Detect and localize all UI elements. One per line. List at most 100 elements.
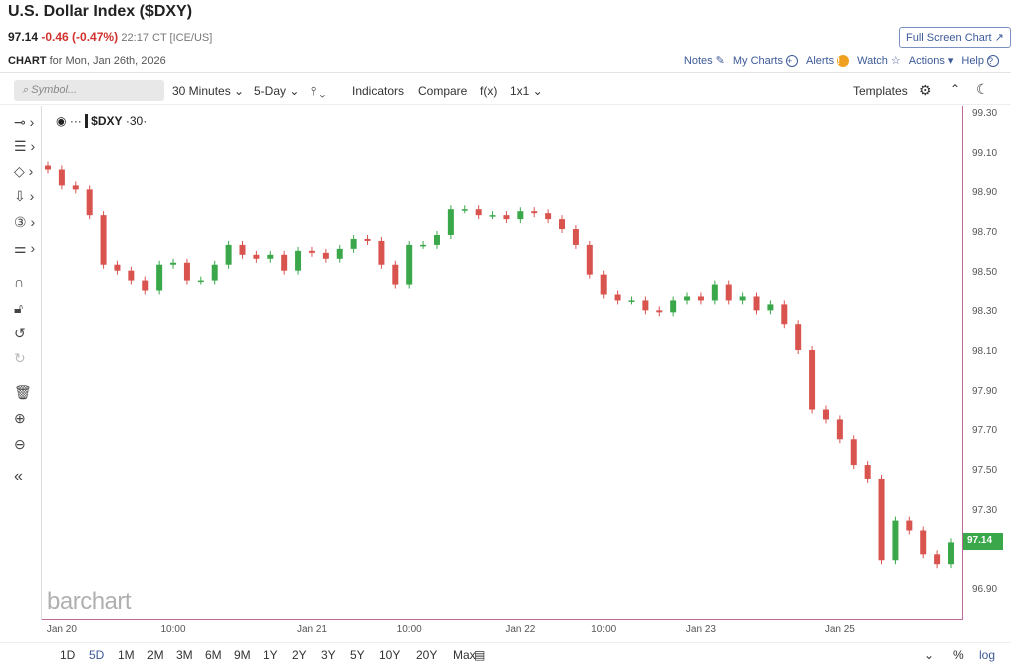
range-button-3y[interactable]: 3Y — [321, 648, 336, 662]
candle-body — [670, 300, 677, 313]
period-select[interactable]: 5-Day ⌄ — [254, 84, 300, 98]
range-button-6m[interactable]: 6M — [205, 648, 222, 662]
moon-icon[interactable]: ☾ — [976, 81, 989, 97]
range-button-1m[interactable]: 1M — [118, 648, 135, 662]
redo-icon[interactable]: ↻ — [14, 350, 26, 366]
log-toggle[interactable]: log — [979, 648, 996, 662]
x-tick-label: Jan 25 — [824, 624, 855, 635]
caret-down-icon: ▾ — [947, 55, 954, 67]
candle — [878, 474, 885, 565]
candle — [461, 205, 468, 214]
candle-body — [267, 254, 274, 259]
candle-body — [920, 530, 927, 555]
y-tick-label: 98.70 — [972, 227, 998, 238]
gear-icon[interactable]: ⚙ — [919, 82, 932, 98]
range-button-3m[interactable]: 3M — [176, 648, 193, 662]
candle — [517, 207, 524, 224]
edit-icon: ✎ — [715, 55, 725, 67]
plus-icon: + — [786, 54, 798, 67]
range-button-max[interactable]: Max — [453, 648, 476, 662]
candle-body — [586, 244, 593, 275]
function-button[interactable]: f(x) — [480, 84, 498, 98]
candle-body — [392, 264, 399, 285]
help-link[interactable]: Help? — [961, 54, 999, 67]
pattern-tool-icon[interactable]: ⚌ › — [14, 240, 36, 256]
lock-icon[interactable]: 🔓︎ — [14, 300, 24, 316]
chart-type-select[interactable]: ⫯ ⌄ — [311, 84, 326, 98]
candle — [447, 205, 454, 239]
range-bar: 1D 5D 1M 2M 3M 6M 9M 1Y 2Y 3Y 5Y 10Y 20Y Max ▤ ⌄ % lo… — [0, 642, 1011, 666]
candle-body — [781, 304, 788, 325]
range-button-9m[interactable]: 9M — [234, 648, 251, 662]
candle — [420, 240, 427, 249]
candle-body — [795, 324, 802, 351]
fibonacci-tool-icon[interactable]: ☰ › — [14, 138, 36, 154]
line-tool-icon[interactable]: ⊸ › — [14, 114, 35, 130]
counter-tool-icon[interactable]: ③ › — [14, 214, 36, 230]
templates-button[interactable]: Templates — [853, 84, 908, 98]
eye-icon[interactable]: ◉ — [56, 114, 67, 128]
notes-link[interactable]: Notes ✎ — [684, 54, 725, 68]
chart-label: CHART — [8, 55, 47, 67]
range-button-1d[interactable]: 1D — [60, 648, 76, 662]
expand-down-icon[interactable]: ⌄ — [924, 648, 935, 662]
y-tick-label: 97.50 — [972, 465, 998, 476]
range-button-2y[interactable]: 2Y — [292, 648, 307, 662]
candle — [364, 234, 371, 245]
candle-body — [170, 262, 177, 265]
range-button-1y[interactable]: 1Y — [263, 648, 278, 662]
zoom-in-icon[interactable]: ⊕ — [14, 410, 26, 426]
my-charts-label: My Charts — [732, 54, 783, 67]
candle — [864, 461, 871, 483]
candle-body — [836, 419, 843, 440]
range-button-5d[interactable]: 5D — [89, 648, 105, 662]
collapse-icon[interactable]: ⌃ — [950, 82, 961, 96]
y-tick-label: 97.70 — [972, 425, 998, 437]
range-button-5y[interactable]: 5Y — [350, 648, 365, 662]
candle — [670, 296, 677, 317]
candle-body — [197, 280, 204, 283]
arrow-tool-icon[interactable]: ⇩ › — [14, 188, 35, 204]
watch-link[interactable]: Watch ☆ — [857, 54, 901, 68]
range-button-20y[interactable]: 20Y — [416, 648, 438, 662]
candle-body — [656, 310, 663, 313]
alerts-link[interactable]: Alerts! — [806, 54, 850, 67]
magnet-icon[interactable]: ∩ — [14, 274, 25, 290]
candle-body — [934, 554, 941, 565]
interval-select[interactable]: 30 Minutes ⌄ — [172, 84, 245, 98]
chart-plot-area[interactable] — [42, 106, 963, 620]
range-button-10y[interactable]: 10Y — [379, 648, 401, 662]
indicators-button[interactable]: Indicators — [352, 84, 405, 98]
layout-select[interactable]: 1x1 ⌄ — [510, 84, 543, 98]
zoom-out-icon[interactable]: ⊖ — [14, 436, 26, 452]
candle — [684, 292, 691, 305]
candle-body — [864, 465, 871, 479]
candle-body — [142, 280, 149, 291]
full-screen-chart-button[interactable]: Full Screen Chart ↗ — [899, 27, 1011, 48]
candle-body — [45, 165, 51, 170]
chart-legend: ◉ ··· $DXY ·30· — [56, 114, 148, 128]
x-tick-label: Jan 21 — [296, 624, 327, 635]
candle — [72, 181, 79, 194]
collapse-toolbar-icon[interactable]: « — [14, 468, 23, 485]
compare-button[interactable]: Compare — [418, 84, 468, 98]
calendar-icon[interactable]: ▤ — [474, 648, 486, 662]
quote-time: 22:17 CT [ICE/US] — [121, 32, 213, 44]
candle — [656, 306, 663, 317]
actions-menu[interactable]: Actions ▾ — [908, 54, 954, 68]
trash-icon[interactable]: 🗑︎ — [14, 384, 32, 400]
my-charts-link[interactable]: My Charts + — [732, 54, 798, 67]
undo-icon[interactable]: ↺ — [14, 325, 26, 341]
actions-label: Actions — [908, 54, 945, 67]
candle-body — [100, 215, 107, 265]
range-button-2m[interactable]: 2M — [147, 648, 164, 662]
percent-toggle[interactable]: % — [953, 648, 964, 662]
legend-interval: ·30· — [125, 114, 148, 128]
candle — [392, 260, 399, 289]
candle — [239, 240, 246, 259]
help-label: Help — [961, 54, 984, 67]
symbol-search-input[interactable]: ⌕ Symbol... — [14, 80, 164, 101]
shape-tool-icon[interactable]: ◇ › — [14, 163, 34, 179]
candle-body — [711, 284, 718, 301]
candle-body — [503, 215, 510, 220]
